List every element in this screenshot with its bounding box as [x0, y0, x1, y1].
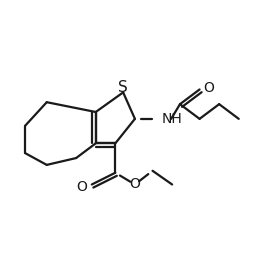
- Text: O: O: [129, 178, 140, 191]
- Text: O: O: [76, 180, 87, 194]
- Text: S: S: [118, 79, 128, 94]
- Text: O: O: [204, 82, 214, 95]
- Text: NH: NH: [161, 112, 182, 126]
